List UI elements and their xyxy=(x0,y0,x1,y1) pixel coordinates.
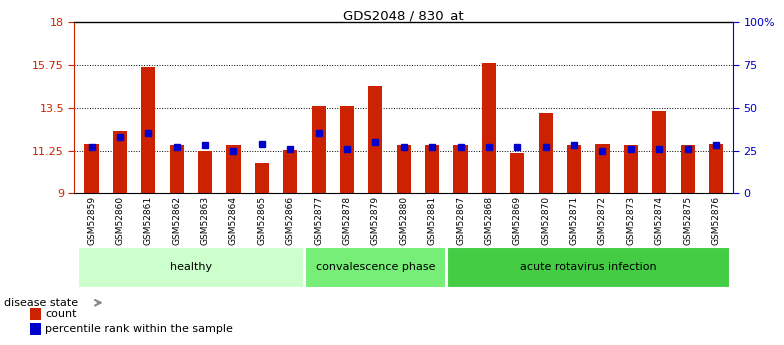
Bar xyxy=(283,150,297,193)
Bar xyxy=(85,144,99,193)
Bar xyxy=(30,308,41,320)
Bar xyxy=(681,145,695,193)
Bar xyxy=(709,144,723,193)
Text: GSM52879: GSM52879 xyxy=(371,196,380,245)
Text: GDS2048 / 830_at: GDS2048 / 830_at xyxy=(343,9,464,22)
Text: convalescence phase: convalescence phase xyxy=(316,263,435,272)
Bar xyxy=(652,111,666,193)
Text: GSM52870: GSM52870 xyxy=(541,196,550,245)
Text: GSM52864: GSM52864 xyxy=(229,196,238,245)
Bar xyxy=(510,153,524,193)
Bar xyxy=(453,145,467,193)
Text: GSM52877: GSM52877 xyxy=(314,196,323,245)
Bar xyxy=(482,63,496,193)
Text: GSM52861: GSM52861 xyxy=(143,196,153,245)
Text: GSM52863: GSM52863 xyxy=(201,196,209,245)
Text: acute rotavirus infection: acute rotavirus infection xyxy=(520,263,656,272)
Bar xyxy=(447,247,730,288)
Text: GSM52859: GSM52859 xyxy=(87,196,96,245)
Text: percentile rank within the sample: percentile rank within the sample xyxy=(45,324,233,334)
Bar xyxy=(198,151,212,193)
Bar xyxy=(113,130,127,193)
Bar xyxy=(30,323,41,335)
Bar xyxy=(340,107,354,193)
Bar xyxy=(595,144,609,193)
Text: GSM52872: GSM52872 xyxy=(598,196,607,245)
Bar xyxy=(227,145,241,193)
Text: GSM52871: GSM52871 xyxy=(570,196,579,245)
Text: GSM52878: GSM52878 xyxy=(343,196,351,245)
Text: GSM52880: GSM52880 xyxy=(399,196,408,245)
Bar xyxy=(305,247,446,288)
Text: GSM52862: GSM52862 xyxy=(172,196,181,245)
Text: GSM52874: GSM52874 xyxy=(655,196,664,245)
Text: GSM52876: GSM52876 xyxy=(712,196,720,245)
Text: GSM52866: GSM52866 xyxy=(285,196,295,245)
Bar xyxy=(539,112,553,193)
Bar xyxy=(425,145,439,193)
Bar xyxy=(567,145,581,193)
Text: GSM52869: GSM52869 xyxy=(513,196,522,245)
Text: GSM52867: GSM52867 xyxy=(456,196,465,245)
Text: GSM52868: GSM52868 xyxy=(485,196,493,245)
Bar xyxy=(141,67,155,193)
Text: count: count xyxy=(45,309,77,319)
Bar xyxy=(624,145,638,193)
Bar xyxy=(368,86,383,193)
Text: GSM52875: GSM52875 xyxy=(683,196,692,245)
Text: healthy: healthy xyxy=(170,263,212,272)
Text: GSM52865: GSM52865 xyxy=(257,196,267,245)
Bar xyxy=(78,247,304,288)
Text: GSM52881: GSM52881 xyxy=(427,196,437,245)
Bar xyxy=(255,163,269,193)
Bar xyxy=(311,106,325,193)
Text: GSM52873: GSM52873 xyxy=(626,196,635,245)
Bar xyxy=(169,145,183,193)
Text: GSM52860: GSM52860 xyxy=(115,196,125,245)
Bar xyxy=(397,145,411,193)
Text: disease state: disease state xyxy=(5,298,78,308)
